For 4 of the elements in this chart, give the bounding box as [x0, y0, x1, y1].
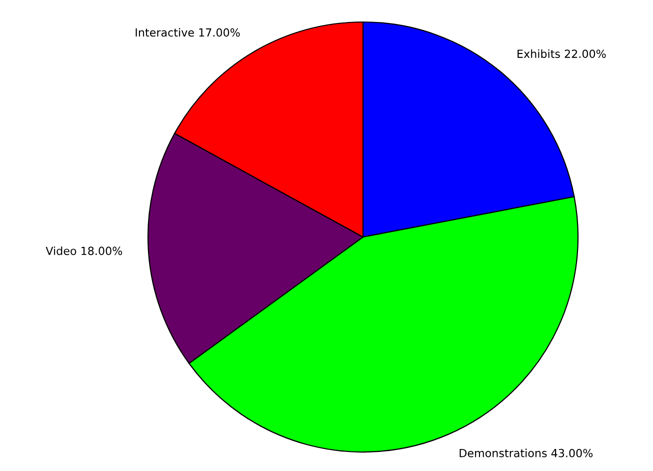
slice-label: Video 18.00% [46, 246, 122, 256]
slice-label: Interactive 17.00% [136, 28, 240, 37]
slice-label: Demonstrations 43.00% [460, 448, 593, 458]
slice-label: Exhibits 22.00% [518, 49, 606, 58]
